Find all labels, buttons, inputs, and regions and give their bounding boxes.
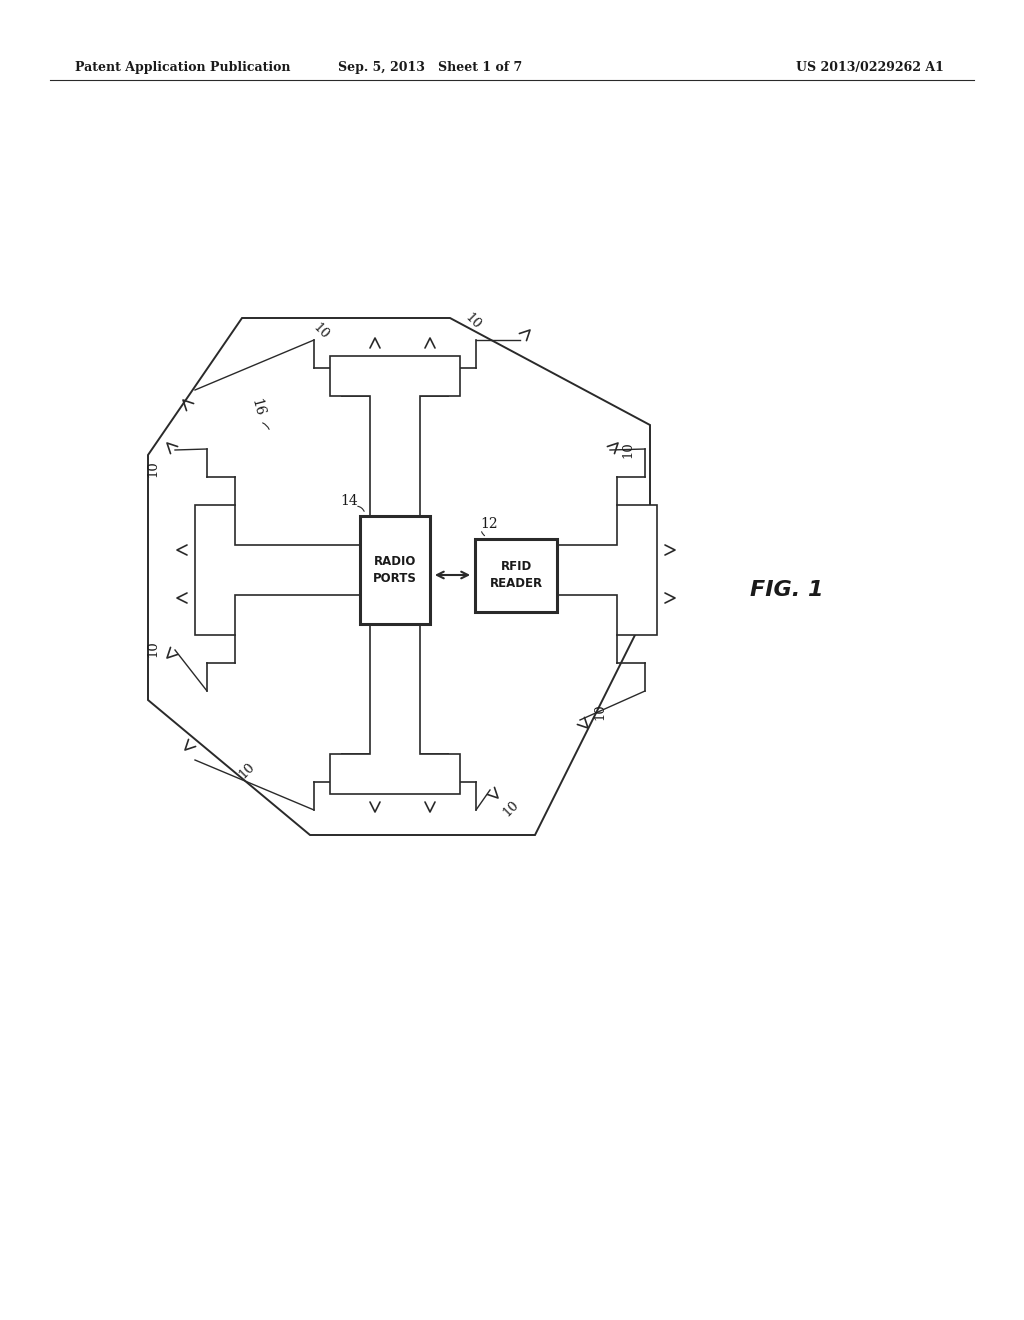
Text: RFID
READER: RFID READER: [489, 560, 543, 590]
Text: 10: 10: [237, 760, 257, 781]
Polygon shape: [330, 356, 460, 516]
Text: 14: 14: [340, 494, 358, 508]
Text: RADIO
PORTS: RADIO PORTS: [373, 554, 417, 585]
Text: US 2013/0229262 A1: US 2013/0229262 A1: [796, 62, 944, 74]
Polygon shape: [557, 506, 657, 635]
Text: Sep. 5, 2013   Sheet 1 of 7: Sep. 5, 2013 Sheet 1 of 7: [338, 62, 522, 74]
Polygon shape: [148, 318, 650, 836]
Polygon shape: [195, 506, 360, 635]
Text: 10: 10: [310, 321, 331, 342]
Text: Patent Application Publication: Patent Application Publication: [75, 62, 291, 74]
Text: 10: 10: [462, 310, 483, 331]
Polygon shape: [330, 624, 460, 795]
Text: 10: 10: [146, 640, 160, 657]
Text: FIG. 1: FIG. 1: [750, 579, 823, 601]
Text: 10: 10: [500, 799, 521, 820]
Text: 12: 12: [480, 517, 498, 531]
Text: 10: 10: [594, 704, 606, 719]
Bar: [475, 539, 557, 612]
Text: 10: 10: [622, 441, 635, 458]
Bar: [360, 516, 430, 624]
Text: 16: 16: [248, 397, 266, 418]
Text: 10: 10: [146, 459, 160, 477]
